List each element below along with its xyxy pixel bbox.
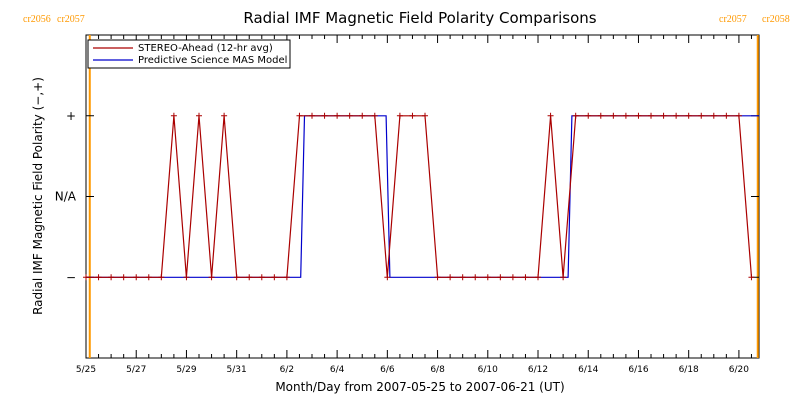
- x-tick-label: 6/12: [528, 365, 548, 375]
- data-point-marker: [258, 274, 265, 281]
- data-point-marker: [309, 112, 316, 119]
- data-point-marker: [196, 112, 203, 119]
- x-tick-label: 6/20: [729, 365, 749, 375]
- y-tick-label: −: [66, 270, 76, 284]
- data-point-marker: [660, 112, 667, 119]
- data-point-marker: [723, 112, 730, 119]
- data-point-marker: [459, 274, 466, 281]
- data-point-marker: [409, 112, 416, 119]
- legend-box: [87, 39, 291, 69]
- data-point-marker: [271, 274, 278, 281]
- data-point-marker: [572, 112, 579, 119]
- data-point-marker: [283, 274, 290, 281]
- data-point-marker: [497, 274, 504, 281]
- series-line-stereo: [86, 115, 753, 278]
- data-point-marker: [735, 112, 742, 119]
- y-tick-label: N/A: [55, 190, 77, 204]
- series-line-model: [86, 115, 759, 278]
- legend-label-stereo: STEREO-Ahead (12-hr avg): [138, 43, 273, 54]
- x-axis: 5/25 5/27 5/29 5/31 6/2 6/4 6/6 6/8 6/10 6/12 6/14…: [76, 35, 752, 375]
- legend-label-model: Predictive Science MAS Model: [138, 55, 287, 66]
- data-point-marker: [472, 274, 479, 281]
- data-point-marker: [246, 274, 253, 281]
- y-axis-title: Radial IMF Magnetic Field Polarity (−,+): [31, 77, 45, 315]
- data-point-marker: [585, 112, 592, 119]
- x-tick-label: 6/8: [430, 365, 445, 375]
- data-point-marker: [384, 274, 391, 281]
- carrington-label: cr2057: [57, 14, 85, 25]
- data-point-marker: [183, 274, 190, 281]
- x-tick-label: 6/14: [578, 365, 598, 375]
- x-tick-label: 5/31: [227, 365, 247, 375]
- x-tick-label: 5/29: [176, 365, 196, 375]
- data-point-marker: [560, 274, 567, 281]
- chart-title: Radial IMF Magnetic Field Polarity Compa…: [243, 9, 596, 27]
- data-point-marker: [133, 274, 140, 281]
- carrington-label: cr2056: [23, 14, 51, 25]
- data-point-marker: [208, 274, 215, 281]
- data-point-marker: [509, 274, 516, 281]
- data-point-marker: [296, 112, 303, 119]
- data-point-marker: [233, 274, 240, 281]
- data-point-marker: [334, 112, 341, 119]
- x-tick-label: 6/4: [330, 365, 345, 375]
- data-point-marker: [83, 274, 89, 281]
- data-point-marker: [346, 112, 353, 119]
- data-point-marker: [610, 112, 617, 119]
- x-tick-label: 6/6: [380, 365, 395, 375]
- data-point-marker: [170, 112, 177, 119]
- data-point-marker: [535, 274, 542, 281]
- y-tick-label: +: [66, 109, 76, 123]
- data-point-marker: [396, 112, 403, 119]
- data-point-marker: [685, 112, 692, 119]
- x-tick-label: 6/10: [478, 365, 498, 375]
- data-point-marker: [748, 274, 755, 281]
- data-point-marker: [484, 274, 491, 281]
- x-tick-label: 5/25: [76, 365, 96, 375]
- data-point-marker: [158, 274, 165, 281]
- data-point-marker: [698, 112, 705, 119]
- data-point-marker: [120, 274, 127, 281]
- x-tick-label: 6/2: [280, 365, 294, 375]
- series-layer: [83, 112, 759, 281]
- data-point-marker: [635, 112, 642, 119]
- legend: STEREO-Ahead (12-hr avg) Predictive Scie…: [87, 39, 291, 69]
- x-tick-label: 6/16: [628, 365, 648, 375]
- y-axis: − N/A +: [55, 109, 759, 284]
- data-point-marker: [622, 112, 629, 119]
- data-point-marker: [145, 274, 152, 281]
- carrington-label: cr2058: [762, 14, 790, 25]
- data-point-marker: [547, 112, 554, 119]
- data-point-marker: [434, 274, 441, 281]
- data-point-marker: [321, 112, 328, 119]
- carrington-label: cr2057: [719, 14, 747, 25]
- data-point-marker: [108, 274, 115, 281]
- x-tick-label: 6/18: [679, 365, 699, 375]
- data-point-marker: [95, 274, 102, 281]
- data-point-marker: [648, 112, 655, 119]
- data-point-marker: [221, 112, 228, 119]
- data-point-marker: [359, 112, 366, 119]
- data-point-marker: [673, 112, 680, 119]
- data-point-marker: [422, 112, 429, 119]
- data-point-marker: [522, 274, 529, 281]
- data-point-marker: [371, 112, 378, 119]
- x-axis-title: Month/Day from 2007-05-25 to 2007-06-21 …: [275, 380, 564, 394]
- data-point-marker: [710, 112, 717, 119]
- carrington-lines: [88, 35, 759, 358]
- x-tick-label: 5/27: [126, 365, 146, 375]
- plot-frame: [85, 34, 760, 359]
- data-point-marker: [447, 274, 454, 281]
- data-point-marker: [597, 112, 604, 119]
